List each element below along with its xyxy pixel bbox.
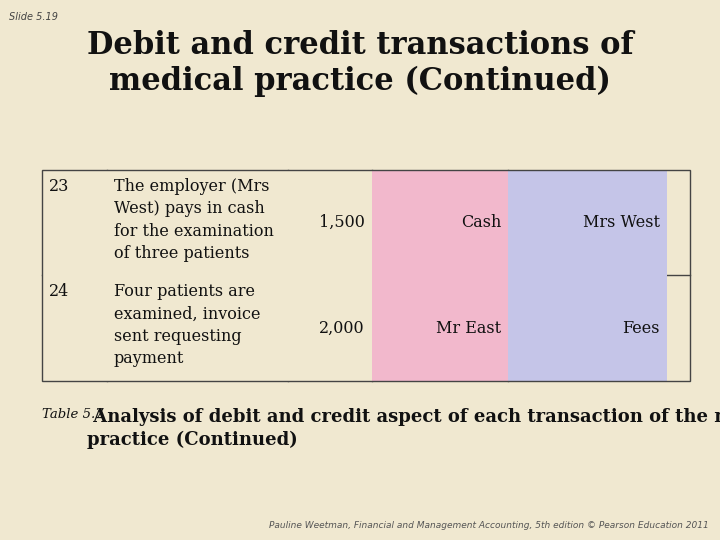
Text: Mr East: Mr East (436, 320, 501, 336)
Text: 2,000: 2,000 (320, 320, 365, 336)
Text: 1,500: 1,500 (319, 214, 365, 231)
Text: Analysis of debit and credit aspect of each transaction of the medical
practice : Analysis of debit and credit aspect of e… (87, 408, 720, 449)
Text: Slide 5.19: Slide 5.19 (9, 12, 58, 23)
Text: 24: 24 (49, 284, 69, 300)
Text: 23: 23 (49, 178, 69, 195)
Text: Pauline Weetman, Financial and Management Accounting, 5th edition © Pearson Educ: Pauline Weetman, Financial and Managemen… (269, 521, 709, 530)
Text: Table 5.7: Table 5.7 (42, 408, 104, 421)
Text: Debit and credit transactions of
medical practice (Continued): Debit and credit transactions of medical… (86, 30, 634, 97)
Text: The employer (Mrs
West) pays in cash
for the examination
of three patients: The employer (Mrs West) pays in cash for… (114, 178, 274, 262)
Text: Cash: Cash (461, 214, 501, 231)
Text: Mrs West: Mrs West (583, 214, 660, 231)
Text: Fees: Fees (622, 320, 660, 336)
Text: Four patients are
examined, invoice
sent requesting
payment: Four patients are examined, invoice sent… (114, 284, 260, 367)
